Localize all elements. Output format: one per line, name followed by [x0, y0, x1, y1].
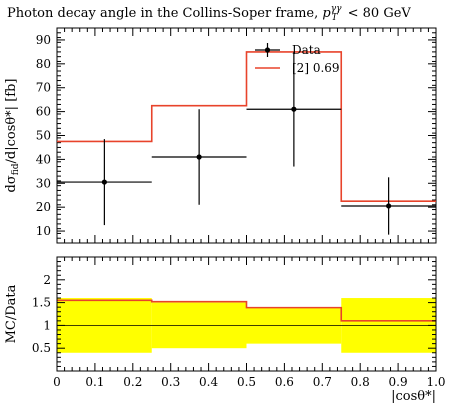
ratio-xtick-label: 0.5	[237, 375, 256, 389]
ratio-ytick-label: 2	[43, 273, 51, 287]
main-ytick-label: 50	[36, 129, 51, 143]
main-ytick-label: 40	[36, 152, 51, 166]
ratio-xtick-label: 0.2	[123, 375, 142, 389]
ratio-mc-step-line	[57, 299, 436, 322]
ratio-xtick-label: 0.9	[389, 375, 408, 389]
mc-step-line	[57, 51, 436, 202]
chart-title: Photon decay angle in the Collins-Soper …	[7, 4, 411, 23]
ratio-ytick-label: 0.5	[32, 341, 51, 355]
main-ytick-label: 10	[36, 224, 51, 238]
ratio-xtick-label: 0.3	[161, 375, 180, 389]
ratio-xtick-label: 0.7	[313, 375, 332, 389]
ratio-y-axis-title: MC/Data	[4, 284, 19, 343]
main-ytick-label: 80	[36, 57, 51, 71]
ratio-xtick-label: 0.4	[199, 375, 218, 389]
ratio-xtick-label: 0.8	[351, 375, 370, 389]
main-ytick-label: 90	[36, 33, 51, 47]
data-point	[101, 179, 107, 185]
data-point	[386, 203, 392, 209]
main-y-axis-title: dσfid/d|cosθ*| [fb]	[4, 79, 21, 193]
main-ytick-label: 20	[36, 200, 51, 214]
legend-mc-label: [2] 0.69	[292, 61, 340, 75]
ratio-xtick-label: 1.0	[426, 375, 445, 389]
ratio-ytick-label: 1	[43, 318, 51, 332]
legend-data-marker	[264, 47, 271, 53]
legend-data-label: Data	[292, 43, 321, 57]
main-ytick-label: 60	[36, 105, 51, 119]
main-ytick-label: 70	[36, 81, 51, 95]
ratio-x-axis-title: |cosθ*|	[391, 389, 436, 404]
main-ytick-label: 30	[36, 176, 51, 190]
ratio-xtick-label: 0.6	[275, 375, 294, 389]
data-point	[291, 106, 297, 112]
ratio-xtick-label: 0.1	[85, 375, 104, 389]
ratio-xtick-label: 0	[53, 375, 61, 389]
data-point	[196, 154, 202, 160]
ratio-ytick-label: 1.5	[32, 296, 51, 310]
